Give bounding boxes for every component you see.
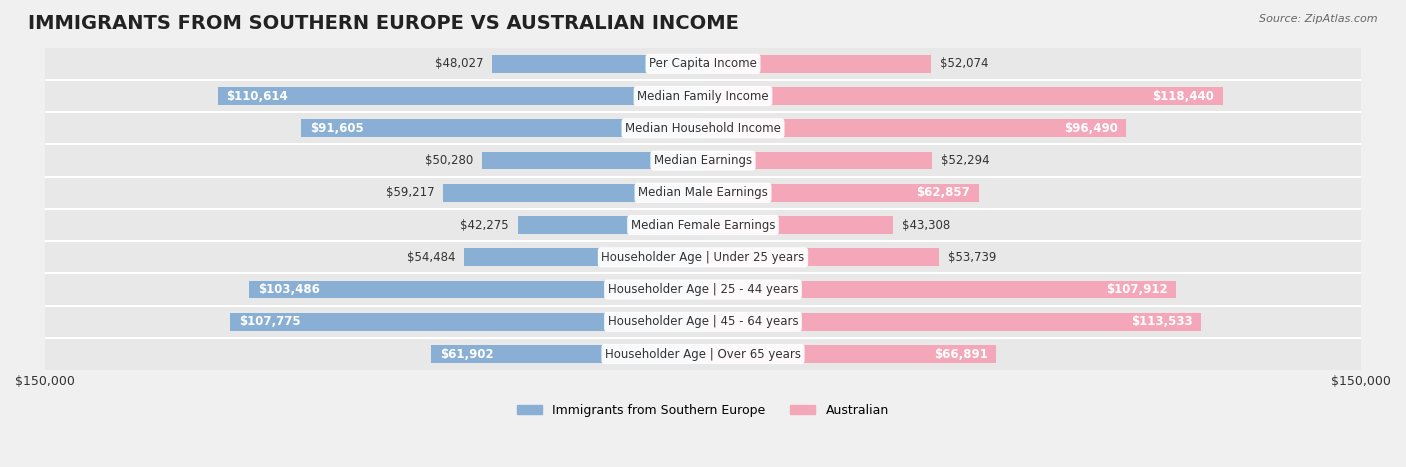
Bar xyxy=(703,55,931,73)
Bar xyxy=(45,144,1361,177)
Text: Median Family Income: Median Family Income xyxy=(637,90,769,103)
Text: $52,294: $52,294 xyxy=(941,154,990,167)
Text: Householder Age | 25 - 44 years: Householder Age | 25 - 44 years xyxy=(607,283,799,296)
Text: $54,484: $54,484 xyxy=(406,251,456,264)
Text: Median Household Income: Median Household Income xyxy=(626,122,780,135)
Bar xyxy=(703,216,893,234)
Text: $118,440: $118,440 xyxy=(1152,90,1213,103)
Bar xyxy=(703,281,1177,298)
Bar xyxy=(464,248,703,266)
Bar xyxy=(45,338,1361,370)
Text: $107,775: $107,775 xyxy=(239,315,301,328)
Bar xyxy=(249,281,703,298)
Bar xyxy=(45,80,1361,112)
Text: $110,614: $110,614 xyxy=(226,90,288,103)
Bar xyxy=(703,152,932,170)
Bar xyxy=(703,87,1223,105)
Text: $91,605: $91,605 xyxy=(309,122,364,135)
Bar xyxy=(45,241,1361,274)
Bar xyxy=(517,216,703,234)
Text: Median Female Earnings: Median Female Earnings xyxy=(631,219,775,232)
Bar xyxy=(432,345,703,363)
Bar xyxy=(301,120,703,137)
Bar xyxy=(703,184,979,202)
Text: Householder Age | 45 - 64 years: Householder Age | 45 - 64 years xyxy=(607,315,799,328)
Text: $43,308: $43,308 xyxy=(901,219,950,232)
Text: Per Capita Income: Per Capita Income xyxy=(650,57,756,71)
Bar xyxy=(482,152,703,170)
Text: $103,486: $103,486 xyxy=(257,283,319,296)
Text: $59,217: $59,217 xyxy=(385,186,434,199)
Text: Source: ZipAtlas.com: Source: ZipAtlas.com xyxy=(1260,14,1378,24)
Bar xyxy=(45,112,1361,144)
Bar xyxy=(703,120,1126,137)
Text: $53,739: $53,739 xyxy=(948,251,995,264)
Bar xyxy=(231,313,703,331)
Text: $62,857: $62,857 xyxy=(917,186,970,199)
Text: $42,275: $42,275 xyxy=(460,219,509,232)
Bar xyxy=(443,184,703,202)
Bar xyxy=(45,177,1361,209)
Bar xyxy=(703,345,997,363)
Bar xyxy=(218,87,703,105)
Text: $107,912: $107,912 xyxy=(1107,283,1167,296)
Text: $50,280: $50,280 xyxy=(426,154,474,167)
Text: $113,533: $113,533 xyxy=(1130,315,1192,328)
Text: $96,490: $96,490 xyxy=(1064,122,1118,135)
Bar xyxy=(703,313,1201,331)
Bar xyxy=(45,306,1361,338)
Text: $66,891: $66,891 xyxy=(934,347,987,361)
Bar xyxy=(45,209,1361,241)
Text: Median Male Earnings: Median Male Earnings xyxy=(638,186,768,199)
Bar xyxy=(703,248,939,266)
Bar xyxy=(45,274,1361,306)
Bar xyxy=(45,48,1361,80)
Text: Householder Age | Under 25 years: Householder Age | Under 25 years xyxy=(602,251,804,264)
Text: IMMIGRANTS FROM SOUTHERN EUROPE VS AUSTRALIAN INCOME: IMMIGRANTS FROM SOUTHERN EUROPE VS AUSTR… xyxy=(28,14,740,33)
Legend: Immigrants from Southern Europe, Australian: Immigrants from Southern Europe, Austral… xyxy=(512,399,894,422)
Bar xyxy=(492,55,703,73)
Text: $61,902: $61,902 xyxy=(440,347,494,361)
Text: Householder Age | Over 65 years: Householder Age | Over 65 years xyxy=(605,347,801,361)
Text: $48,027: $48,027 xyxy=(434,57,484,71)
Text: $52,074: $52,074 xyxy=(941,57,988,71)
Text: Median Earnings: Median Earnings xyxy=(654,154,752,167)
